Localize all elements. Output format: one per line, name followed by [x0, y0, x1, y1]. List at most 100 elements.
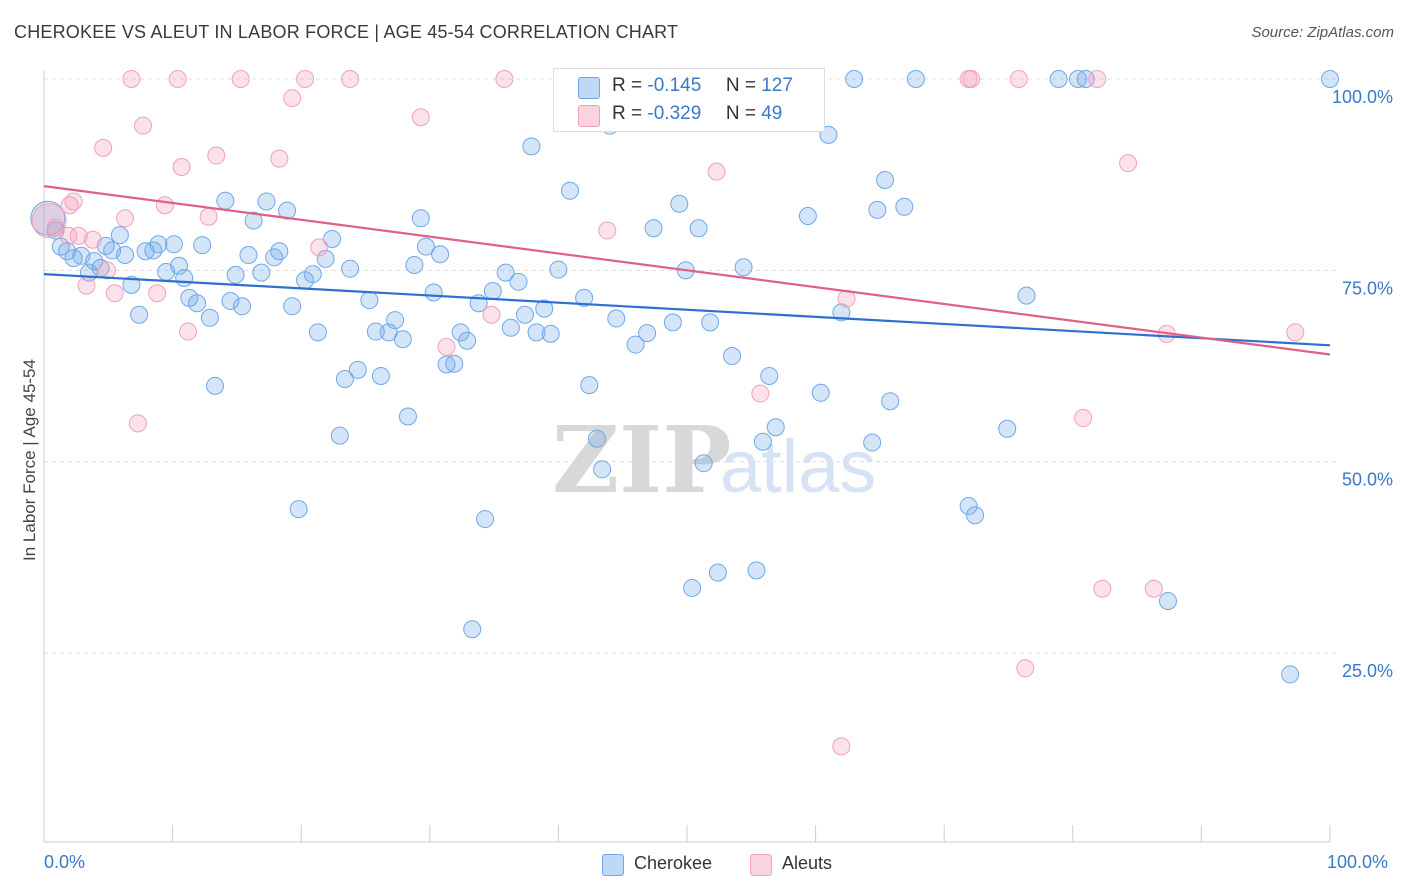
cherokee-point: [130, 305, 149, 324]
cherokee-legend-label: Cherokee: [634, 853, 713, 873]
cherokee-point: [522, 137, 541, 156]
aleuts-point: [128, 414, 147, 433]
cherokee-point: [644, 219, 663, 238]
aleuts-point: [1119, 154, 1138, 173]
aleuts-point: [64, 192, 83, 211]
cherokee-point: [193, 236, 212, 255]
cherokee-point: [483, 281, 502, 300]
cherokee-point: [966, 506, 985, 525]
cherokee-point: [753, 432, 772, 451]
cherokee-point: [549, 260, 568, 279]
aleuts-point: [172, 158, 191, 177]
aleuts-point: [341, 70, 360, 88]
data-points: [30, 70, 1339, 756]
cherokee-point: [416, 237, 435, 256]
cherokee-point: [445, 354, 464, 373]
cherokee-point: [116, 246, 135, 265]
cherokee-point: [527, 323, 546, 342]
cherokee-point: [541, 324, 560, 343]
n-label: N =: [725, 103, 756, 124]
aleuts-r-value: -0.329: [647, 103, 702, 124]
cherokee-point: [1321, 70, 1339, 88]
aleuts-point: [31, 203, 67, 239]
aleuts-point: [296, 70, 315, 88]
aleuts-point: [1144, 579, 1163, 598]
cherokee-point: [30, 200, 66, 236]
cherokee-point: [1158, 591, 1177, 610]
cherokee-point: [638, 324, 657, 343]
y-tick-label-75: 75.0%: [1342, 278, 1393, 298]
r-label: R =: [612, 75, 643, 96]
cherokee-swatch: [578, 77, 600, 99]
cherokee-point: [386, 311, 405, 330]
cherokee-point: [734, 258, 753, 277]
chart-source: Source: ZipAtlas.com: [1251, 24, 1394, 41]
aleuts-point: [116, 209, 135, 228]
cherokee-point: [811, 383, 830, 402]
cherokee-r-value: -0.145: [647, 75, 702, 96]
chart-title: CHEROKEE VS ALEUT IN LABOR FORCE | AGE 4…: [14, 22, 679, 42]
cherokee-point: [278, 201, 297, 220]
cherokee-point: [476, 510, 495, 529]
x-tick-min: 0.0%: [44, 852, 86, 872]
cherokee-point: [371, 366, 390, 385]
aleuts-point: [310, 238, 329, 257]
cherokee-point: [1049, 70, 1068, 88]
series-aleuts: [31, 70, 1305, 756]
cherokee-point: [708, 563, 727, 582]
watermark-zip: ZIP: [552, 406, 731, 514]
cherokee-point: [881, 392, 900, 411]
axes: [43, 70, 1331, 843]
cherokee-point: [458, 331, 477, 350]
cherokee-point: [747, 561, 766, 580]
cherokee-point: [959, 497, 978, 516]
cherokee-point: [303, 265, 322, 284]
cherokee-point: [265, 248, 284, 267]
aleuts-point: [98, 261, 117, 280]
aleuts-point: [437, 337, 456, 356]
cherokee-point: [1017, 286, 1036, 305]
cherokee-point: [360, 291, 379, 310]
cherokee-point: [216, 191, 235, 210]
cherokee-point: [515, 305, 534, 324]
cherokee-point: [411, 209, 430, 228]
cherokee-point: [221, 291, 240, 310]
aleuts-point: [69, 226, 88, 245]
aleuts-point: [411, 108, 430, 127]
aleuts-point: [283, 89, 302, 108]
cherokee-point: [496, 263, 515, 282]
cherokee-point: [501, 318, 520, 337]
cherokee-point: [998, 419, 1017, 438]
gridlines: [44, 78, 1340, 654]
cherokee-point: [670, 194, 689, 213]
cherokee-point: [393, 330, 412, 349]
cherokee-point: [330, 426, 349, 445]
cherokee-point: [257, 192, 276, 211]
aleuts-point: [77, 276, 96, 295]
cherokee-point: [149, 235, 168, 254]
cherokee-point: [1281, 665, 1300, 684]
cherokee-point: [283, 297, 302, 316]
cherokee-point: [226, 265, 245, 284]
aleuts-point: [148, 284, 167, 303]
aleuts-point: [207, 146, 226, 165]
cherokee-point: [58, 242, 77, 261]
aleuts-point: [83, 230, 102, 249]
cherokee-trend-line: [43, 273, 1331, 347]
aleuts-point: [199, 207, 218, 226]
aleuts-point: [59, 226, 78, 245]
aleuts-point: [105, 284, 124, 303]
cherokee-point: [560, 181, 579, 200]
cherokee-point: [289, 500, 308, 519]
cherokee-point: [239, 246, 258, 265]
cherokee-point: [252, 263, 271, 282]
cherokee-point: [1068, 70, 1087, 88]
legend-row-aleuts: R = -0.329 N = 49: [554, 101, 824, 129]
cherokee-point: [723, 347, 742, 366]
cherokee-point: [766, 418, 785, 437]
cherokee-point: [683, 578, 702, 597]
cherokee-point: [405, 255, 424, 274]
cherokee-point: [593, 460, 612, 479]
